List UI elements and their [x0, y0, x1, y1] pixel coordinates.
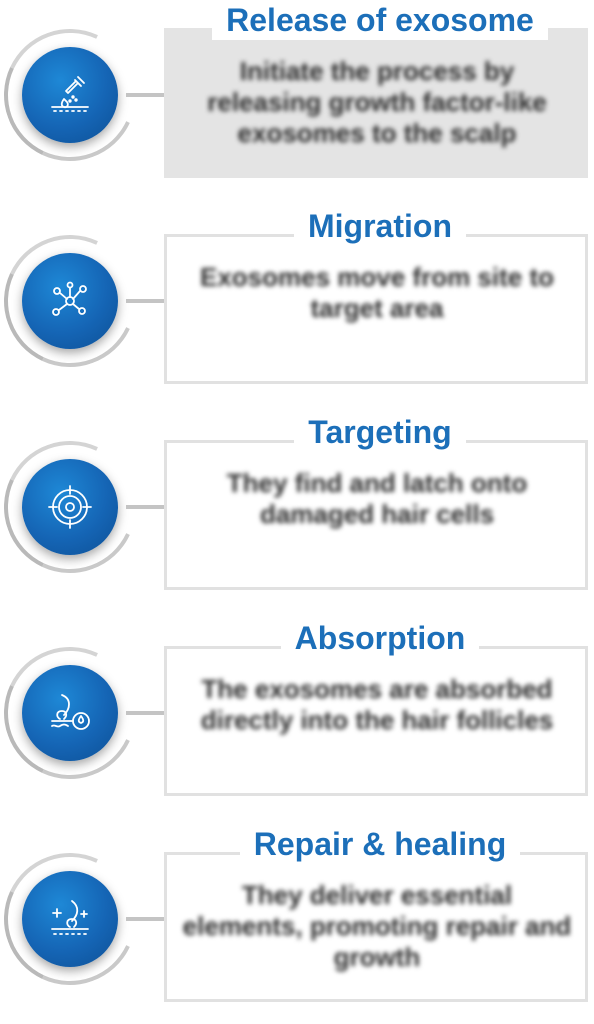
step-description: They deliver essential elements, promoti… [182, 880, 572, 972]
step-title: Migration [294, 206, 466, 246]
step-migration: Migration Exosomes move from site to tar… [0, 206, 594, 406]
step-title: Absorption [280, 618, 480, 658]
step-icon-circle [22, 665, 118, 761]
step-card [164, 28, 588, 178]
step-title: Release of exosome [212, 0, 548, 40]
step-icon-circle [22, 47, 118, 143]
step-repair-and-healing: Repair & healing They deliver essential … [0, 824, 594, 1024]
step-icon-circle [22, 459, 118, 555]
dropper-skin-icon [51, 76, 89, 112]
step-title: Targeting [294, 412, 466, 452]
step-description: The exosomes are absorbed directly into … [200, 674, 554, 735]
step-description: Initiate the process by releasing growth… [207, 56, 547, 148]
step-title: Repair & healing [239, 824, 521, 864]
step-absorption: Absorption The exosomes are absorbed dir… [0, 618, 594, 818]
hair-follicle-drop-icon [51, 694, 90, 730]
hair-sparkle-icon [51, 900, 89, 935]
molecule-network-icon [52, 281, 87, 316]
step-icon-circle [22, 253, 118, 349]
step-release-of-exosome: Release of exosome Initiate the process … [0, 0, 594, 200]
step-card [164, 852, 588, 1002]
target-crosshair-icon [48, 485, 92, 529]
step-description: They find and latch onto damaged hair ce… [226, 468, 528, 529]
step-icon-circle [22, 871, 118, 967]
step-description: Exosomes move from site to target area [200, 262, 554, 323]
step-targeting: Targeting They find and latch onto damag… [0, 412, 594, 612]
